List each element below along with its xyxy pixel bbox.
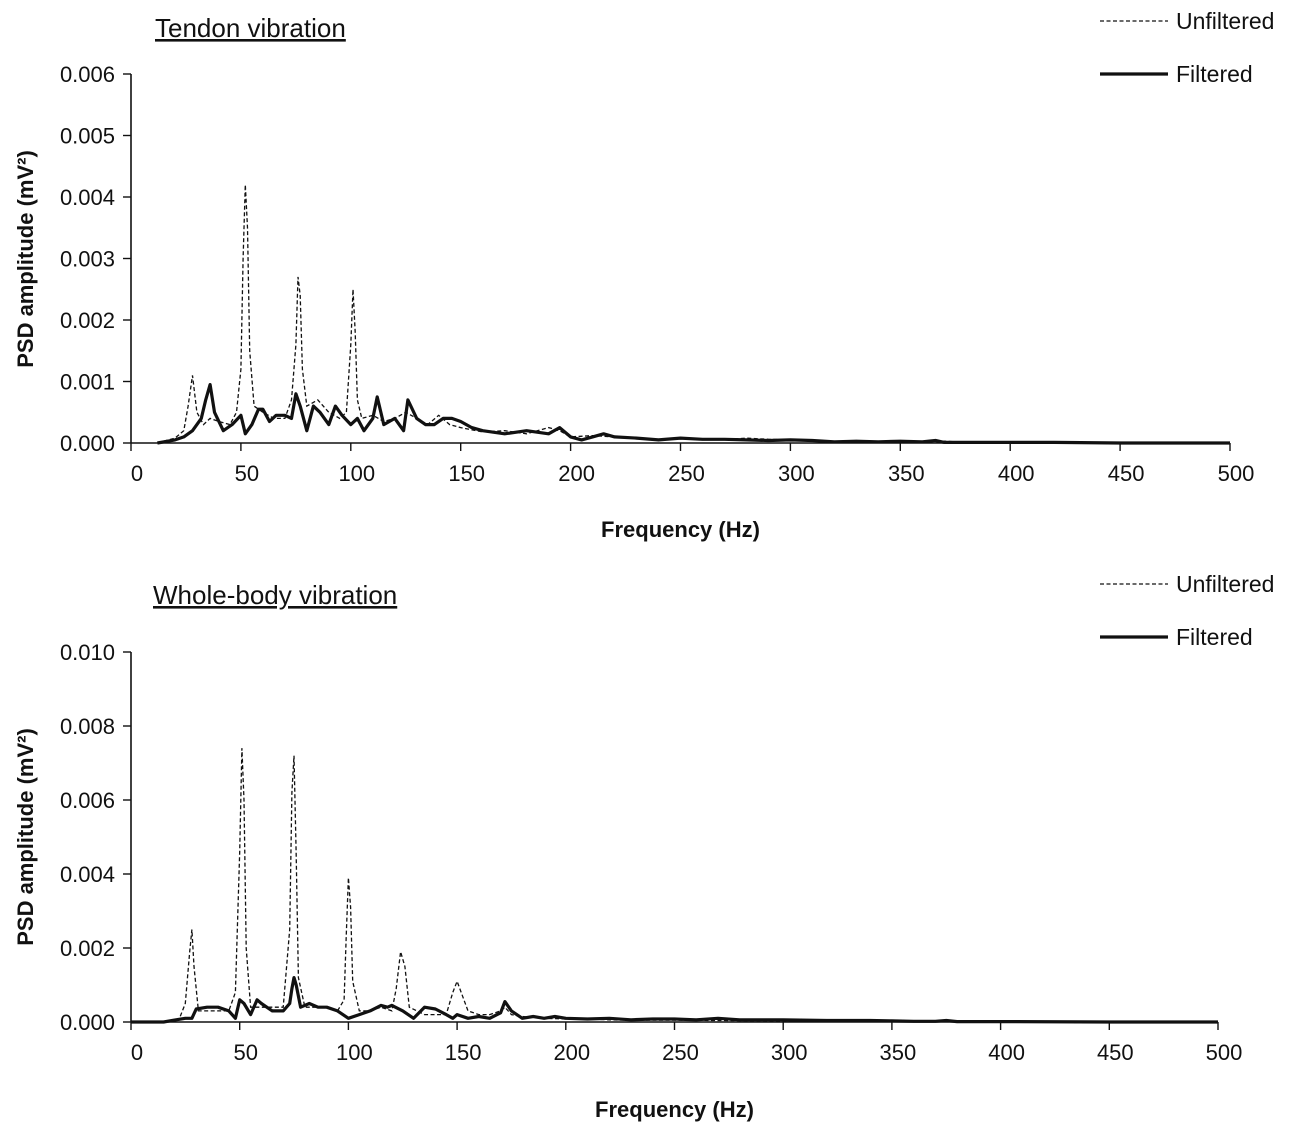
y-tick-label: 0.010 [60, 640, 115, 665]
y-tick-label: 0.001 [60, 370, 115, 395]
legend-label-filtered: Filtered [1176, 61, 1253, 87]
series-line-filtered [157, 383, 1230, 445]
y-tick-label: 0.008 [60, 714, 115, 739]
x-tick-label: 0 [131, 1040, 143, 1065]
y-tick-label: 0.000 [60, 431, 115, 456]
y-tick-label: 0.000 [60, 1010, 115, 1035]
y-axis-title: PSD amplitude (mV²) [13, 150, 38, 368]
x-tick-label: 100 [338, 461, 375, 486]
chart-title: Tendon vibration [155, 13, 346, 43]
x-tick-label: 300 [771, 1040, 808, 1065]
y-tick-label: 0.006 [60, 62, 115, 87]
legend-label-unfiltered: Unfiltered [1176, 571, 1274, 597]
y-tick-label: 0.002 [60, 936, 115, 961]
x-axis-title: Frequency (Hz) [601, 517, 760, 542]
y-tick-label: 0.002 [60, 308, 115, 333]
y-tick-label: 0.003 [60, 247, 115, 272]
y-tick-label: 0.004 [60, 185, 115, 210]
x-tick-label: 250 [668, 461, 705, 486]
x-axis-title: Frequency (Hz) [595, 1097, 754, 1122]
y-tick-label: 0.004 [60, 862, 115, 887]
legend-label-unfiltered: Unfiltered [1176, 8, 1274, 34]
x-tick-label: 0 [131, 461, 143, 486]
x-tick-label: 350 [888, 461, 925, 486]
y-tick-label: 0.006 [60, 788, 115, 813]
x-tick-label: 400 [988, 1040, 1025, 1065]
x-tick-label: 150 [448, 461, 485, 486]
x-tick-label: 300 [778, 461, 815, 486]
x-tick-label: 200 [558, 461, 595, 486]
x-tick-label: 200 [553, 1040, 590, 1065]
x-tick-label: 50 [235, 461, 259, 486]
x-tick-label: 400 [998, 461, 1035, 486]
x-tick-label: 450 [1108, 461, 1145, 486]
x-tick-label: 50 [233, 1040, 257, 1065]
chart-title: Whole-body vibration [153, 580, 397, 610]
x-tick-label: 500 [1206, 1040, 1243, 1065]
y-tick-label: 0.005 [60, 124, 115, 149]
x-tick-label: 500 [1218, 461, 1255, 486]
series-line-unfiltered [157, 184, 1230, 444]
x-tick-label: 150 [445, 1040, 482, 1065]
legend-label-filtered: Filtered [1176, 624, 1253, 650]
x-tick-label: 350 [880, 1040, 917, 1065]
x-tick-label: 100 [336, 1040, 373, 1065]
series-line-filtered [131, 976, 1218, 1024]
x-tick-label: 250 [662, 1040, 699, 1065]
x-tick-label: 450 [1097, 1040, 1134, 1065]
y-axis-title: PSD amplitude (mV²) [13, 728, 38, 946]
